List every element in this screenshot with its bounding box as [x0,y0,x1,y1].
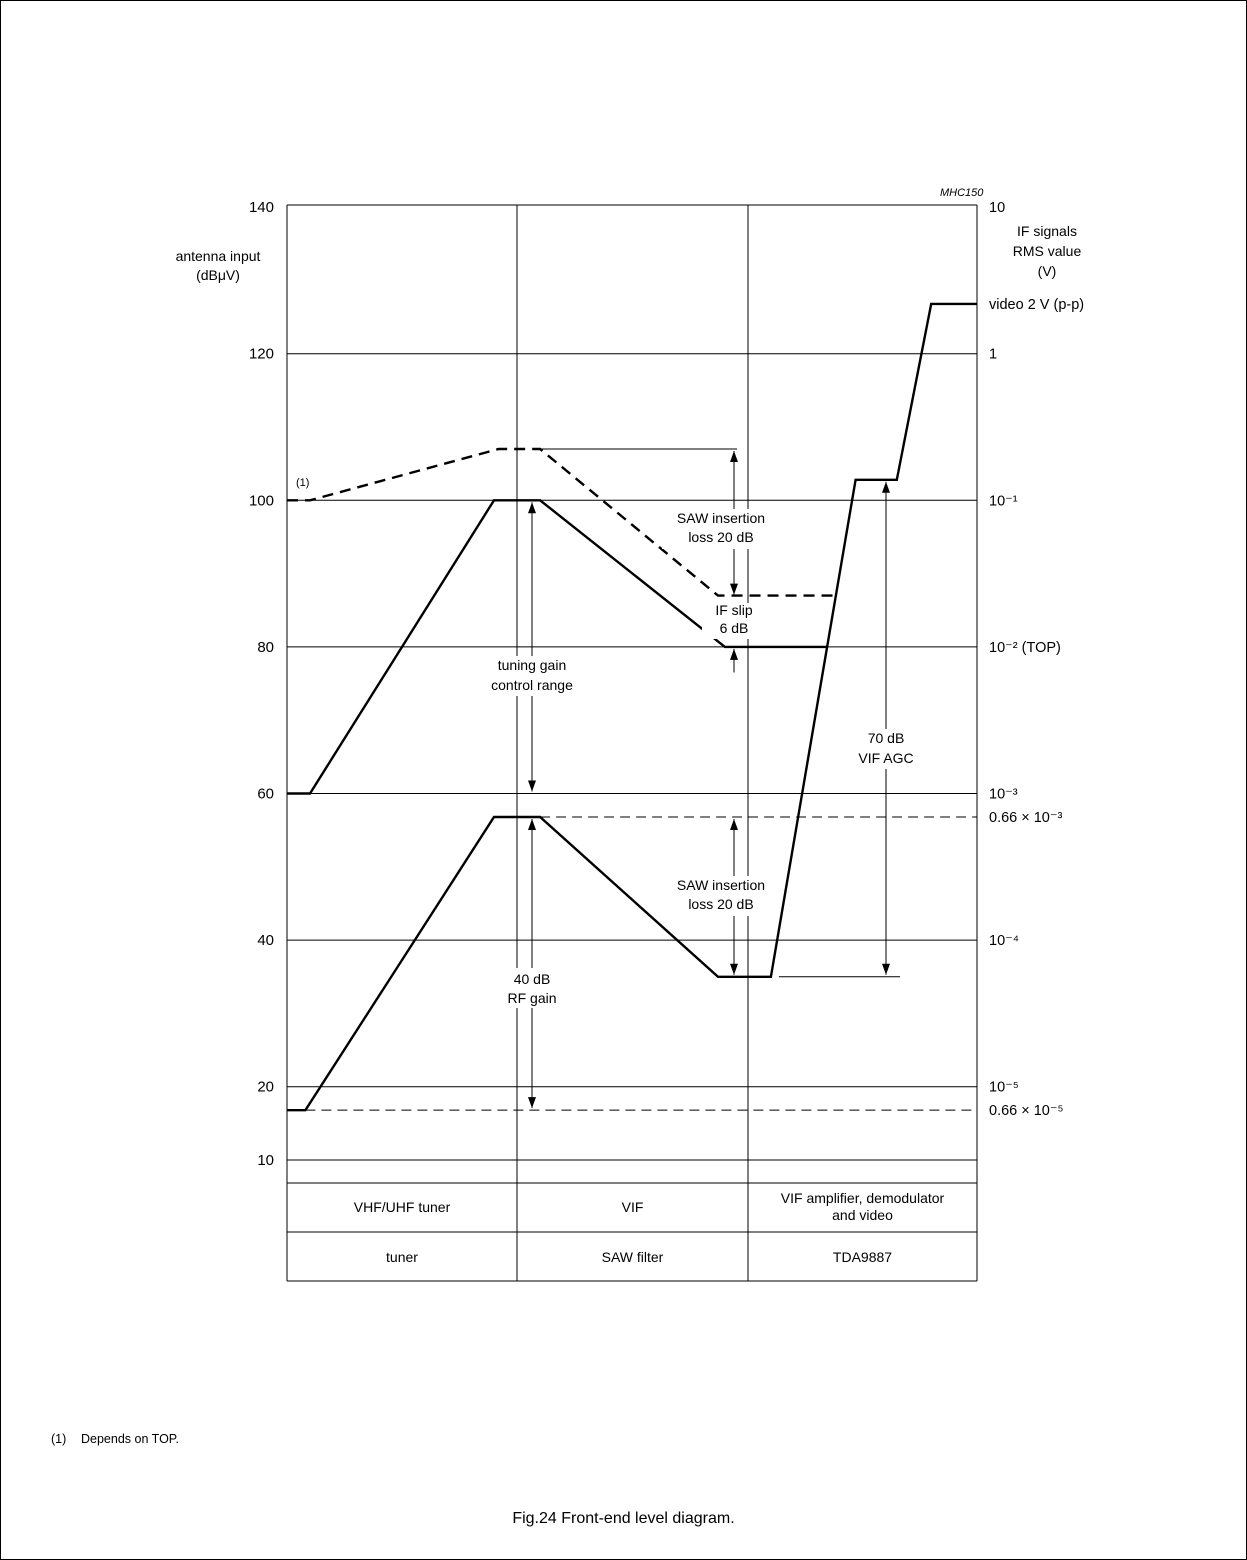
stage-vif-block: VIF [622,1199,644,1215]
figure-caption: Fig.24 Front-end level diagram. [512,1510,735,1527]
saw-top-arrow-head-top [730,450,738,462]
left-tick-label-20: 20 [257,1079,274,1096]
rf-gain-arrow-head-top [528,818,536,830]
footnote: (1) Depends on TOP. [51,1432,179,1446]
stage-device-1: tuner [386,1249,418,1265]
saw-bottom-text-bg [662,876,780,916]
rf-gain-arrow-head-bottom [528,1097,536,1109]
left-tick-label-40: 40 [257,932,274,949]
tuning-gain-text-line-1: tuning gain [498,657,567,673]
saw-top-arrow-head-bottom [730,583,738,595]
rf-gain-text-bg [496,968,568,1008]
vif-agc-text-line-1: 70 dB [868,730,905,746]
tuning-gain-text-line-2: control range [491,677,573,693]
right-tick-label-2: 1 [989,347,997,363]
left-tick-label-80: 80 [257,639,274,656]
if-slip-head [730,648,738,660]
series-line-1 [287,447,835,597]
saw-bottom-text-line-1: SAW insertion [677,877,765,893]
vif-agc-arrow-head-bottom [882,963,890,975]
footnote-text: Depends on TOP. [81,1432,179,1446]
right-tick-label-5: 10⁻³ [989,787,1018,803]
rf-gain-text-line-1: 40 dB [514,971,551,987]
tuning-gain-text-bg [473,656,591,696]
right-axis-title-line-1: IF signals [1017,223,1077,239]
right-tick-label-4: 10⁻² (TOP) [989,640,1061,656]
rf-gain-text-line-2: RF gain [507,990,556,1006]
vif-agc-text-line-2: VIF AGC [858,750,913,766]
saw-bottom-arrow-head-top [730,818,738,830]
left-axis-title-line-1: antenna input [176,248,261,264]
right-tick-label-8: 10⁻⁵ [989,1080,1019,1096]
if-slip-text-line-2: 6 dB [720,620,749,636]
left-tick-label-100: 100 [249,492,274,509]
series-line-3 [287,302,977,1112]
left-tick-label-60: 60 [257,786,274,803]
right-tick-label-6: 0.66 × 10⁻³ [989,810,1063,826]
left-tick-label-140: 140 [249,199,274,216]
right-axis-title-line-2: RMS value [1013,243,1082,259]
video-level-label: video 2 V (p-p) [989,297,1084,313]
saw-top-text-line-2: loss 20 dB [688,529,753,545]
left-tick-label-120: 120 [249,346,274,363]
left-tick-label-10: 10 [257,1152,274,1169]
left-axis-title-line-2: (dBμV) [196,267,240,283]
footnote-marker: (1) [51,1432,67,1446]
right-tick-label-9: 0.66 × 10⁻⁵ [989,1103,1064,1119]
tuning-gain-arrow-head-top [528,502,536,514]
right-tick-label-3: 10⁻¹ [989,493,1018,509]
right-axis-title-line-3: (V) [1038,263,1057,279]
right-tick-label-1: 10 [989,200,1005,216]
right-tick-label-7: 10⁻⁴ [989,933,1019,949]
vif-agc-arrow-head-top [882,481,890,493]
stage-amplifier-block-line-1: VIF amplifier, demodulator [781,1190,945,1206]
if-slip-text-bg [702,603,766,639]
stage-amplifier-block-line-2: and video [832,1207,893,1223]
saw-bottom-arrow-head-bottom [730,963,738,975]
note-marker: (1) [296,477,309,489]
vif-agc-text-bg [844,729,928,769]
stage-device-2: SAW filter [602,1249,664,1265]
series-line-2 [287,499,829,795]
saw-top-text-line-1: SAW insertion [677,510,765,526]
if-slip-text-line-1: IF slip [715,602,753,618]
stage-tuner-block: VHF/UHF tuner [354,1199,451,1215]
saw-top-text-bg [662,509,780,549]
figure-code: MHC150 [940,187,984,199]
tuning-gain-arrow-head-bottom [528,780,536,792]
saw-bottom-text-line-2: loss 20 dB [688,896,753,912]
stage-device-3: TDA9887 [833,1249,892,1265]
